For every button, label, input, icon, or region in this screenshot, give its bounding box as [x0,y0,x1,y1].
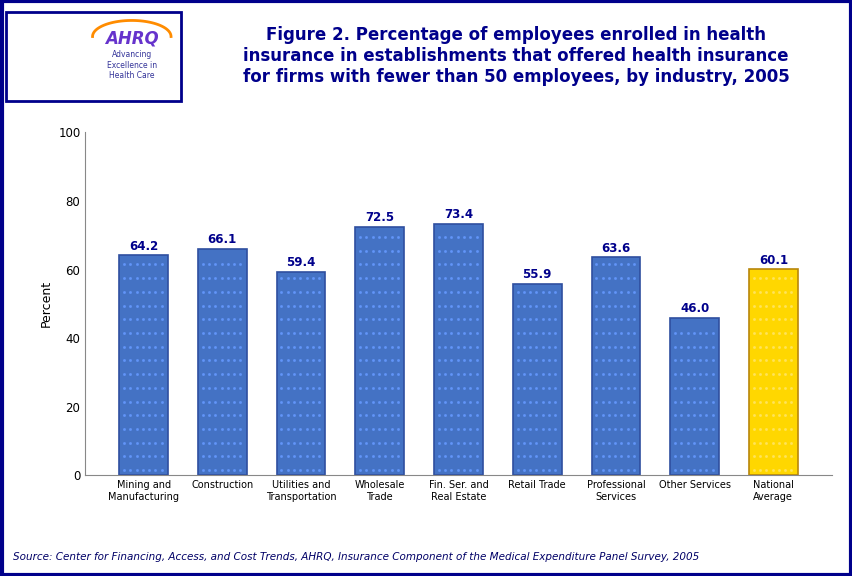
Text: 46.0: 46.0 [679,302,708,315]
Text: 63.6: 63.6 [601,242,630,255]
Text: Figure 2. Percentage of employees enrolled in health
insurance in establishments: Figure 2. Percentage of employees enroll… [243,26,788,86]
Bar [670,317,718,475]
Bar [119,255,168,475]
Text: 64.2: 64.2 [129,240,158,253]
Bar [434,223,482,475]
Text: 73.4: 73.4 [443,209,473,221]
Text: AHRQ: AHRQ [105,29,158,47]
Bar [748,269,797,475]
Text: Source: Center for Financing, Access, and Cost Trends, AHRQ, Insurance Component: Source: Center for Financing, Access, an… [13,552,699,562]
Text: 60.1: 60.1 [758,254,787,267]
Text: 59.4: 59.4 [286,256,315,269]
Bar [590,257,640,475]
Bar [276,272,325,475]
Bar [198,249,246,475]
Bar [512,283,561,475]
Text: 🦅: 🦅 [37,44,52,68]
Text: Advancing
Excellence in
Health Care: Advancing Excellence in Health Care [106,50,157,80]
Text: 55.9: 55.9 [522,268,551,281]
Y-axis label: Percent: Percent [39,281,53,327]
Bar [355,227,404,475]
Text: 72.5: 72.5 [365,211,394,224]
Text: 66.1: 66.1 [208,233,237,247]
